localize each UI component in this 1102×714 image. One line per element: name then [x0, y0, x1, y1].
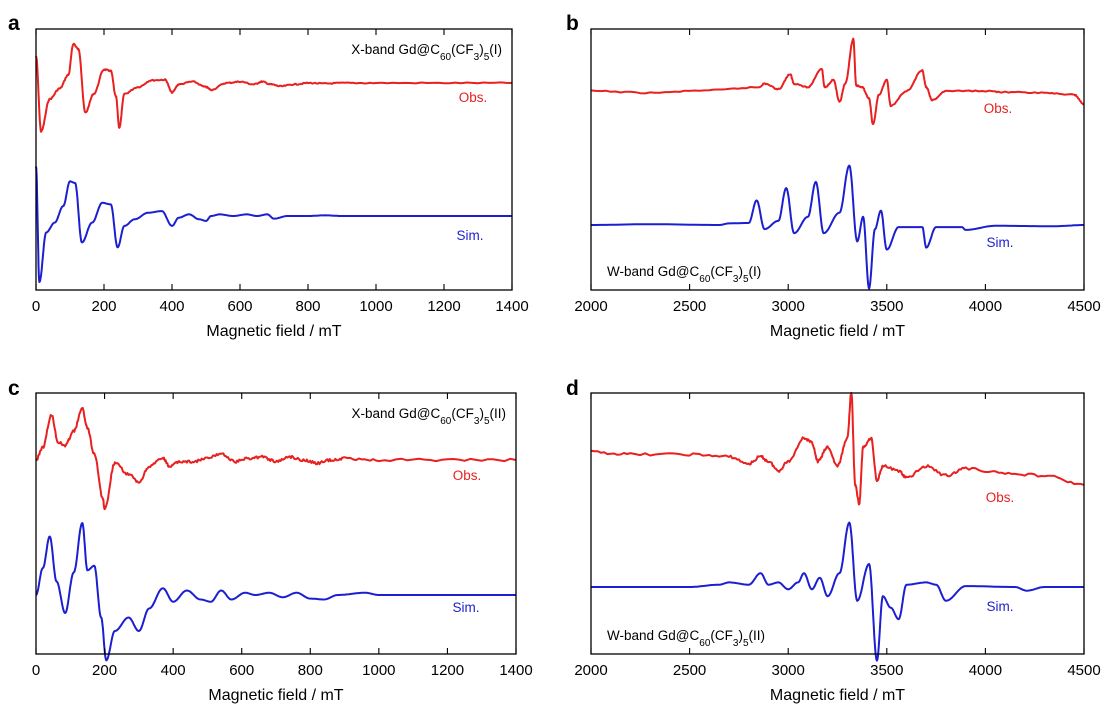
label-sub3: 5 — [484, 52, 490, 63]
plot-frame — [590, 392, 1085, 655]
label-band: X-band — [351, 406, 395, 421]
label-mid: (CF — [451, 406, 474, 421]
obs-label: Obs. — [984, 101, 1013, 116]
x-tick-label: 400 — [161, 662, 186, 679]
label-compound: Gd@C — [399, 42, 441, 57]
x-tick-label: 200 — [91, 298, 116, 315]
label-mid: (CF — [451, 42, 474, 57]
panel-c: 0 200 400 600 800 1000 1200 1400 Magnetic field … — [8, 377, 533, 704]
x-axis-title: Magnetic field / mT — [208, 687, 343, 704]
obs-trace — [35, 42, 513, 133]
label-suffix: (II) — [749, 628, 766, 643]
label-sub1: 60 — [699, 638, 711, 649]
x-tick-label: 800 — [295, 298, 320, 315]
sim-label: Sim. — [453, 600, 480, 615]
x-tick-label: 4500 — [1067, 662, 1100, 679]
panel-letter: a — [8, 12, 20, 35]
label-band: X-band — [351, 42, 395, 57]
label-sub1: 60 — [440, 416, 452, 427]
sample-label: W-band Gd@C60(CF3)5(II) — [607, 628, 765, 649]
sample-label: X-band Gd@C60(CF3)5(I) — [351, 42, 502, 63]
label-sub1: 60 — [440, 52, 452, 63]
label-sub2: 3 — [733, 274, 739, 285]
x-tick-label: 1400 — [499, 662, 532, 679]
plot-frame — [35, 28, 513, 291]
x-tick-label: 800 — [298, 662, 323, 679]
x-tick-label: 4000 — [969, 298, 1002, 315]
sim-label: Sim. — [987, 235, 1014, 250]
x-tick-label: 600 — [229, 662, 254, 679]
panel-letter: b — [566, 12, 579, 35]
panel-letter: d — [566, 377, 579, 400]
sim-trace — [591, 521, 1084, 662]
obs-label: Obs. — [459, 90, 488, 105]
label-compound: Gd@C — [399, 406, 441, 421]
x-tick-label: 1200 — [427, 298, 460, 315]
x-tick-label: 200 — [92, 662, 117, 679]
x-tick-label: 4500 — [1067, 298, 1100, 315]
plot-frame — [35, 392, 517, 655]
x-tick-label: 400 — [159, 298, 184, 315]
x-tick-label: 2000 — [574, 662, 607, 679]
x-tick-label: 3000 — [772, 662, 805, 679]
obs-label: Obs. — [453, 468, 482, 483]
x-tick-label: 1000 — [362, 662, 395, 679]
label-sub2: 3 — [474, 52, 480, 63]
label-mid: (CF — [710, 264, 733, 279]
x-tick-label: 600 — [227, 298, 252, 315]
label-suffix: (II) — [490, 406, 507, 421]
label-close: ) — [479, 406, 484, 421]
obs-trace — [590, 391, 1085, 506]
label-sub3: 5 — [743, 638, 749, 649]
label-sub1: 60 — [699, 274, 711, 285]
sim-trace — [591, 164, 1084, 290]
x-tick-label: 0 — [32, 298, 40, 315]
x-axis-title: Magnetic field / mT — [770, 323, 905, 340]
sim-label: Sim. — [457, 228, 484, 243]
x-tick-label: 1200 — [431, 662, 464, 679]
x-tick-label: 4000 — [969, 662, 1002, 679]
sim-trace — [35, 522, 516, 662]
sample-label: X-band Gd@C60(CF3)5(II) — [351, 406, 506, 427]
x-tick-label: 2500 — [673, 662, 706, 679]
obs-trace — [590, 37, 1085, 126]
sample-label: W-band Gd@C60(CF3)5(I) — [607, 264, 761, 285]
x-axis-title: Magnetic field / mT — [206, 323, 341, 340]
label-suffix: (I) — [489, 42, 502, 57]
x-axis-title: Magnetic field / mT — [770, 687, 905, 704]
plot-frame — [590, 28, 1085, 291]
label-suffix: (I) — [749, 264, 762, 279]
label-compound: Gd@C — [658, 628, 700, 643]
label-band: W-band — [607, 264, 654, 279]
sim-label: Sim. — [987, 599, 1014, 614]
panel-d: 2000 2500 3000 3500 4000 4500 Magnetic field /… — [566, 377, 1101, 704]
label-close: ) — [479, 42, 484, 57]
x-tick-label: 0 — [32, 662, 40, 679]
label-band: W-band — [607, 628, 654, 643]
panel-b: 2000 2500 3000 3500 4000 4500 Magnetic field /… — [566, 12, 1101, 340]
x-tick-label: 2000 — [574, 298, 607, 315]
label-sub3: 5 — [743, 274, 749, 285]
sim-trace — [35, 166, 512, 283]
x-tick-label: 3500 — [870, 662, 903, 679]
label-compound: Gd@C — [658, 264, 700, 279]
label-sub2: 3 — [474, 416, 480, 427]
x-tick-label: 2500 — [673, 298, 706, 315]
panel-letter: c — [8, 377, 20, 400]
x-tick-label: 1400 — [495, 298, 528, 315]
label-sub3: 5 — [484, 416, 490, 427]
panel-a: 0 200 400 600 800 1000 1200 1400 Magnetic field … — [8, 12, 529, 340]
x-tick-label: 1000 — [359, 298, 392, 315]
obs-trace — [35, 406, 517, 511]
label-mid: (CF — [710, 628, 733, 643]
label-close: ) — [738, 264, 743, 279]
obs-label: Obs. — [986, 490, 1015, 505]
x-tick-label: 3000 — [772, 298, 805, 315]
x-tick-label: 3500 — [870, 298, 903, 315]
label-close: ) — [738, 628, 743, 643]
label-sub2: 3 — [733, 638, 739, 649]
